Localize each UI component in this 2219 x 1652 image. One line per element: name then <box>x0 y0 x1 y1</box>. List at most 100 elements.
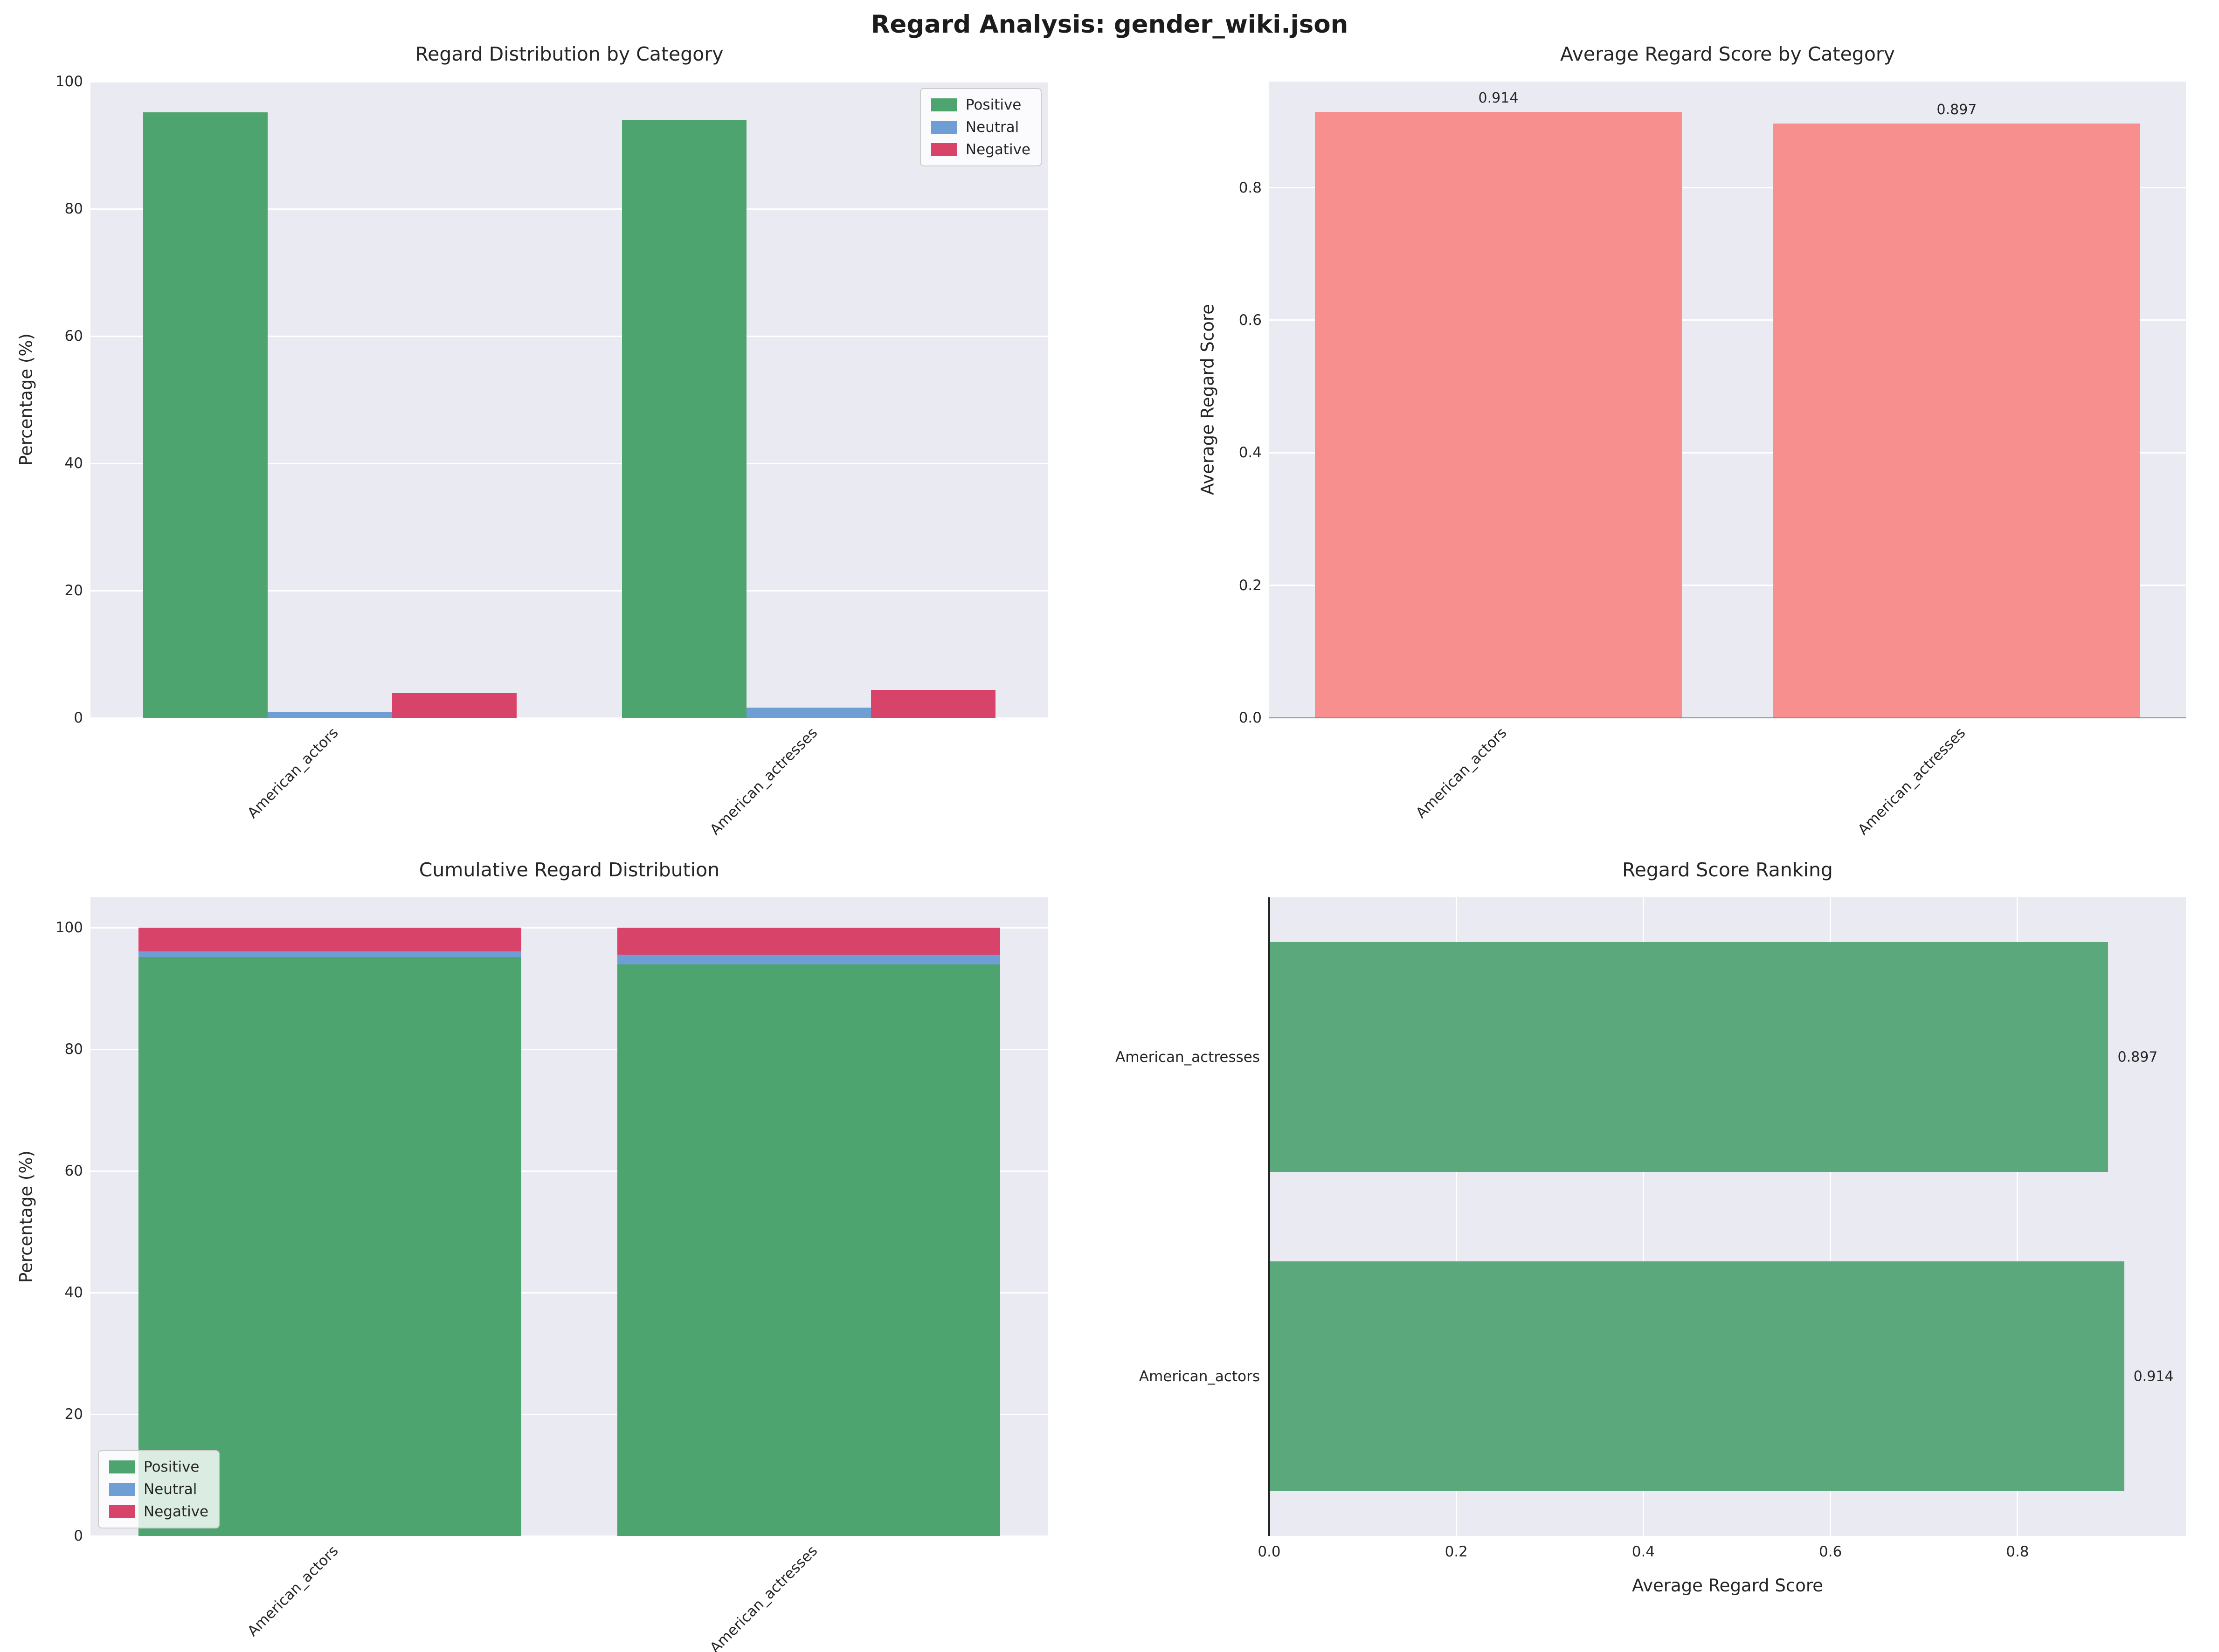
legend-item: Negative <box>931 141 1030 158</box>
plot-area-average-score: 0.0 0.2 0.4 0.6 0.8 0.914 0.897 American_actors… <box>1239 82 2186 839</box>
legend-label: Positive <box>965 96 1022 113</box>
y-gridline <box>90 1535 1048 1537</box>
y-tick-label: American_actresses <box>1115 1048 1260 1066</box>
legend-item: Neutral <box>931 119 1030 136</box>
y-gridline <box>1269 585 2186 586</box>
x-tick-label: American_actresses <box>706 1542 821 1652</box>
legend-item: Positive <box>109 1459 208 1475</box>
stack-segment-neutral-american_actors <box>138 951 522 957</box>
legend-swatch-neutral <box>109 1483 135 1496</box>
y-tick-label: 80 <box>64 200 83 217</box>
y-tick-label: 0.2 <box>1238 577 1262 594</box>
stack-segment-positive-american_actresses <box>617 964 1001 1536</box>
bar-average-regard-score-american_actors <box>1315 112 1682 718</box>
bar-negative-american_actresses <box>871 689 996 718</box>
legend-swatch-neutral <box>931 121 957 134</box>
stack-segment-negative-american_actresses <box>617 928 1001 955</box>
legend-swatch-positive <box>109 1460 135 1473</box>
bar-neutral-american_actors <box>267 712 392 718</box>
y-gridline <box>90 717 1048 719</box>
y-tick-label: 20 <box>64 582 83 599</box>
y-gridline <box>1269 319 2186 321</box>
x-axis-spine <box>1269 717 2186 718</box>
plot-area-distribution: 0 20 40 60 80 100 American_actors American_actr… <box>55 73 1048 839</box>
x-gridline <box>1830 897 1832 1536</box>
x-gridline <box>2017 897 2019 1536</box>
legend-swatch-negative <box>931 143 957 156</box>
y-axis-label-distribution: Percentage (%) <box>16 333 36 466</box>
y-gridline <box>90 590 1048 592</box>
y-tick-label: 0.0 <box>1238 709 1262 726</box>
y-tick-label: 100 <box>55 73 83 90</box>
y-gridline <box>90 462 1048 464</box>
legend: Positive Neutral Negative <box>919 88 1042 166</box>
x-tick-label: American_actors <box>244 1542 342 1640</box>
figure-title: Regard Analysis: gender_wiki.json <box>871 10 1348 39</box>
stack-segment-positive-american_actors <box>138 957 522 1536</box>
x-tick-label: 0.6 <box>1819 1543 1842 1560</box>
hbar-american_actresses <box>1269 942 2108 1172</box>
legend-item: Neutral <box>109 1481 208 1498</box>
legend-swatch-positive <box>931 98 957 111</box>
x-tick-label: 0.0 <box>1258 1543 1281 1560</box>
y-axis-label-average-score: Average Regard Score <box>1197 303 1218 496</box>
y-gridline <box>90 1048 1048 1050</box>
legend-label: Neutral <box>144 1481 197 1498</box>
bar-neutral-american_actresses <box>746 708 871 718</box>
y-tick-label: 80 <box>64 1041 83 1058</box>
y-gridline <box>90 208 1048 210</box>
y-tick-label: 0 <box>74 1528 83 1544</box>
chart-title-ranking: Regard Score Ranking <box>1622 859 1833 881</box>
y-tick-label: 0.8 <box>1238 179 1262 196</box>
y-gridline <box>90 1413 1048 1415</box>
y-tick-label: 100 <box>55 919 83 936</box>
y-tick-label: 20 <box>64 1406 83 1423</box>
x-gridline <box>1642 897 1644 1536</box>
x-tick-label: American_actresses <box>706 724 821 839</box>
legend-label: Negative <box>965 141 1030 158</box>
bar-value-label: 0.897 <box>2117 1049 2158 1065</box>
y-tick-label: 40 <box>64 455 83 472</box>
x-axis-label-ranking: Average Regard Score <box>1631 1576 1824 1596</box>
legend-item: Negative <box>109 1503 208 1520</box>
legend-swatch-negative <box>109 1505 135 1518</box>
bar-negative-american_actors <box>392 693 517 718</box>
legend-item: Positive <box>931 96 1030 113</box>
y-gridline <box>1269 452 2186 454</box>
plot-area-cumulative: 0 20 40 60 80 100 American_actors American_actr… <box>55 897 1048 1652</box>
legend-label: Neutral <box>965 119 1019 136</box>
stack-segment-negative-american_actors <box>138 928 522 952</box>
y-gridline <box>90 1292 1048 1294</box>
plot-area-ranking: 0.0 0.2 0.4 0.6 0.8 0.897 American_actresses 0.… <box>1115 897 2186 1560</box>
y-tick-label: 60 <box>64 1163 83 1180</box>
y-gridline <box>90 927 1048 929</box>
y-tick-label: 0.4 <box>1238 444 1262 461</box>
x-tick-label: 0.4 <box>1631 1543 1655 1560</box>
y-tick-label: 0.6 <box>1238 311 1262 329</box>
x-tick-label: American_actresses <box>1854 724 1969 839</box>
y-axis-label-cumulative: Percentage (%) <box>16 1150 36 1283</box>
bar-value-label: 0.897 <box>1936 101 1977 118</box>
chart-title-average-score: Average Regard Score by Category <box>1560 43 1895 65</box>
y-tick-label: 60 <box>64 328 83 344</box>
bar-positive-american_actors <box>143 112 268 718</box>
y-gridline <box>90 1170 1048 1172</box>
y-tick-label: American_actors <box>1139 1368 1260 1385</box>
x-tick-label: American_actors <box>1413 724 1510 822</box>
legend-label: Positive <box>144 1459 200 1475</box>
y-gridline <box>90 81 1048 83</box>
bar-value-label: 0.914 <box>1478 90 1519 107</box>
legend: Positive Neutral Negative <box>98 1450 220 1528</box>
chart-title-distribution: Regard Distribution by Category <box>415 43 724 65</box>
x-tick-label: 0.2 <box>1445 1543 1468 1560</box>
x-gridline <box>1455 897 1457 1536</box>
y-tick-label: 40 <box>64 1284 83 1301</box>
y-tick-label: 0 <box>74 709 83 726</box>
x-tick-label: American_actors <box>244 724 342 822</box>
y-axis-spine <box>1268 897 1270 1536</box>
y-gridline <box>1269 187 2186 188</box>
bar-positive-american_actresses <box>622 119 747 718</box>
x-tick-label: 0.8 <box>2006 1543 2029 1560</box>
stack-segment-neutral-american_actresses <box>617 954 1001 964</box>
